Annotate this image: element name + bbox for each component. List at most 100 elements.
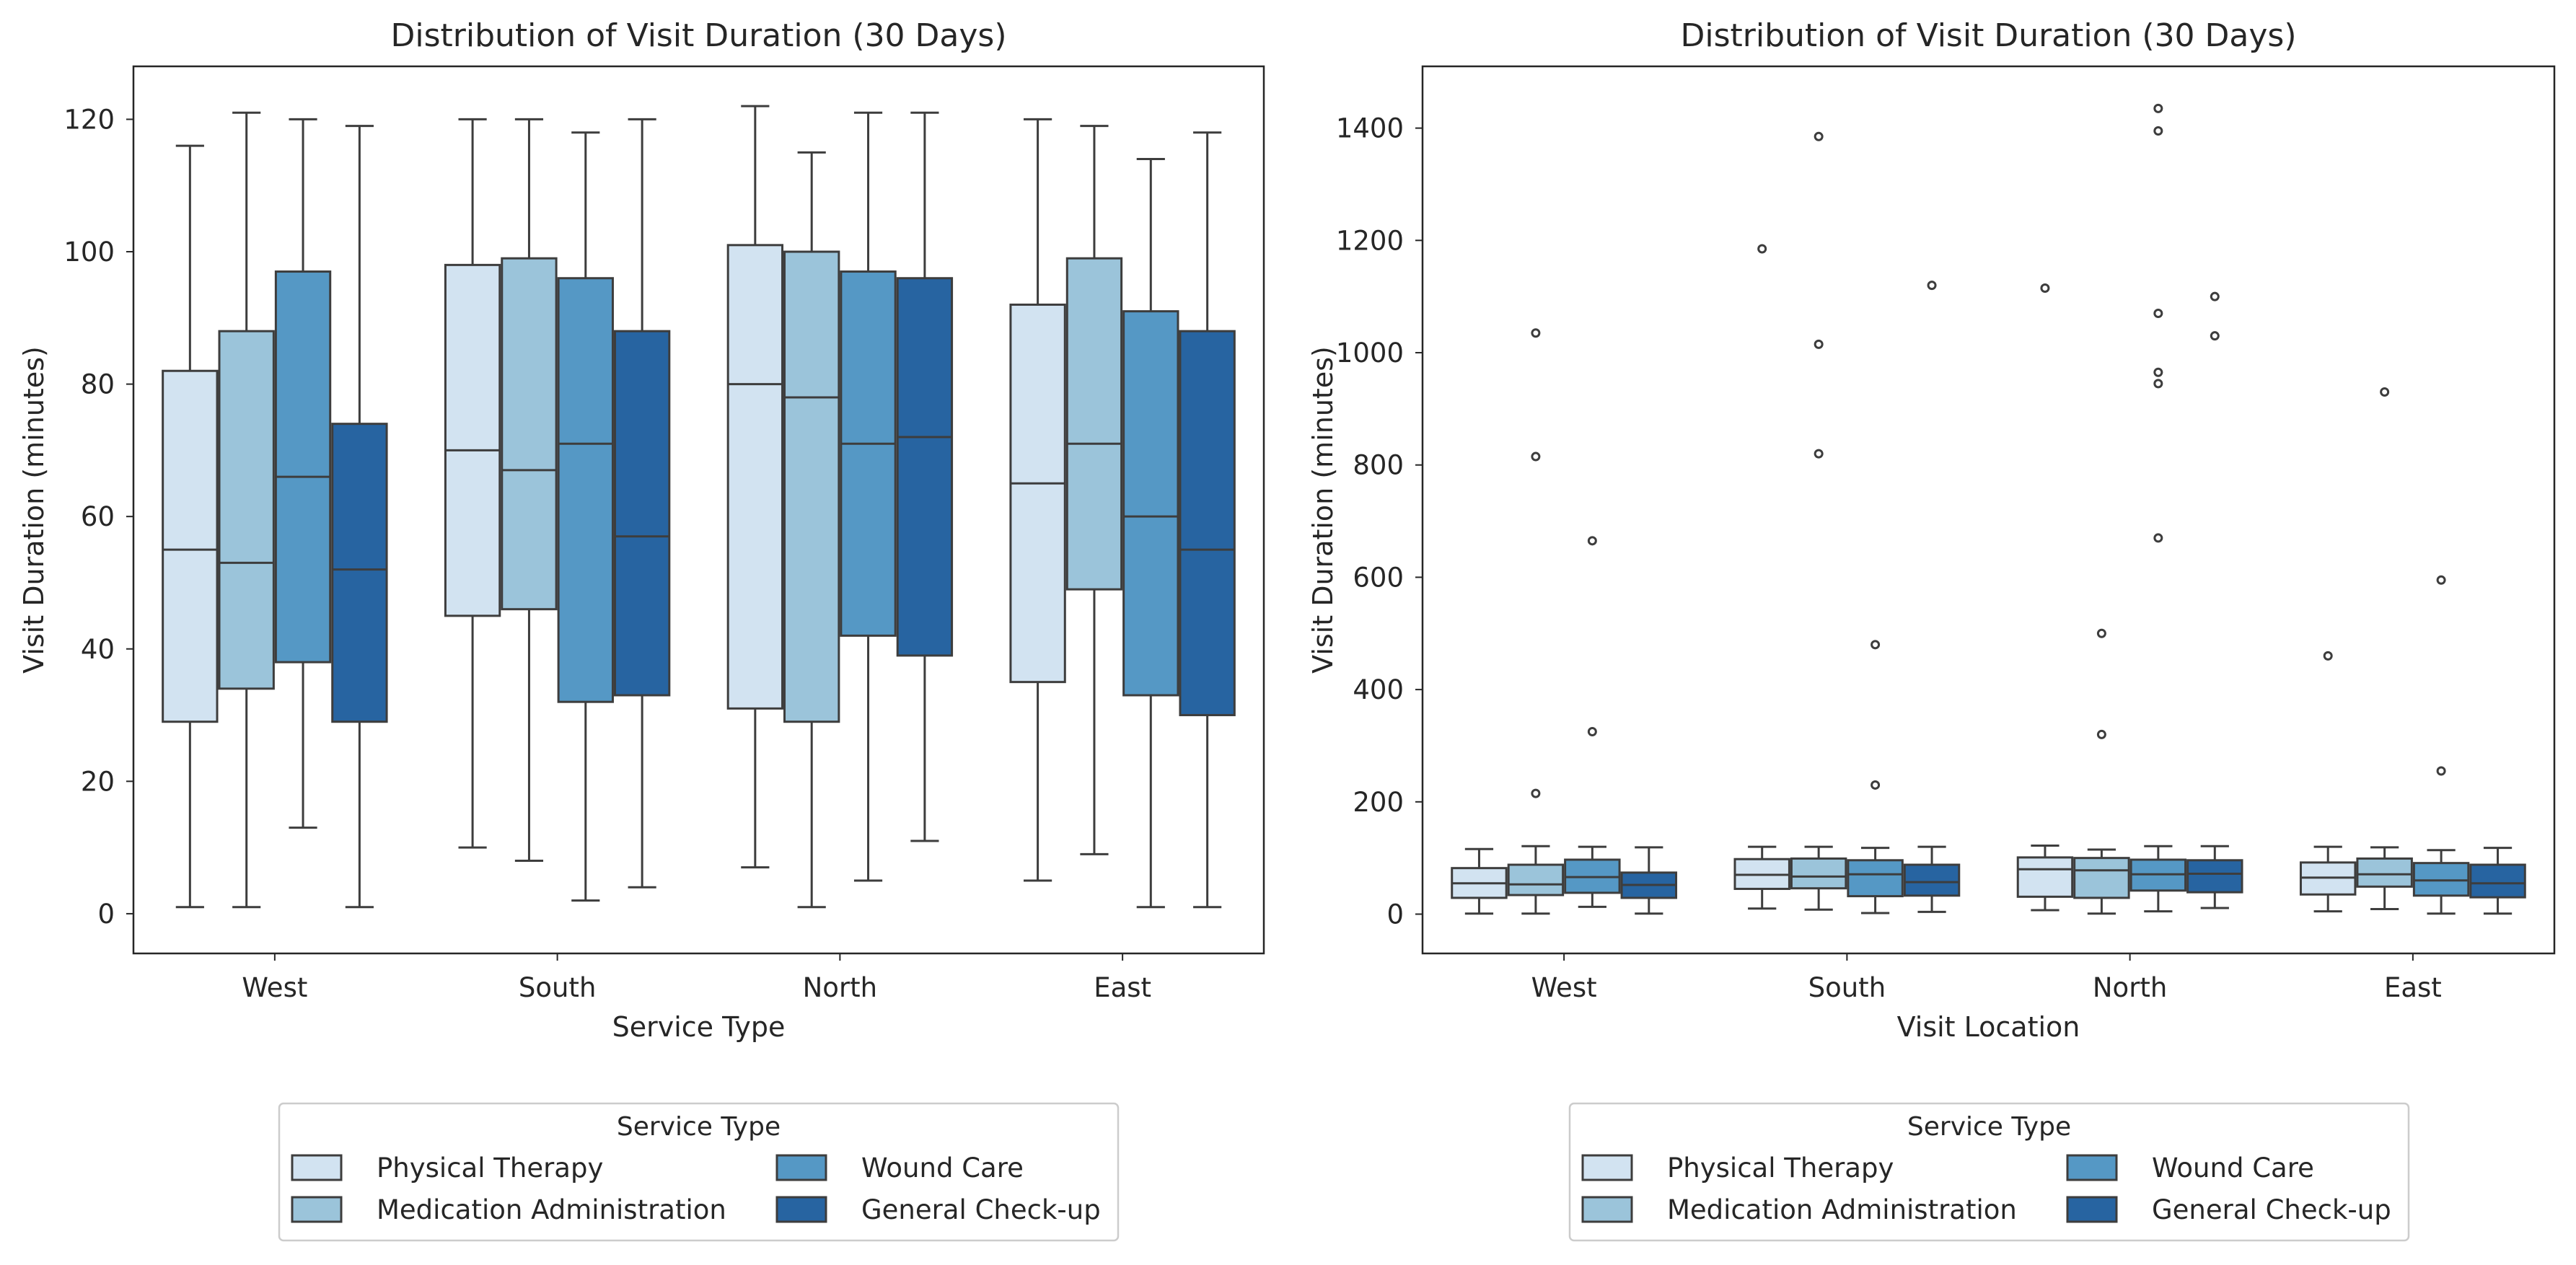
legend: Service Type Physical Therapy Medication A… (1568, 1102, 2410, 1242)
outlier-point (1814, 449, 1824, 459)
box-1-2 (1847, 640, 1904, 914)
legend-swatch (775, 1154, 827, 1181)
y-tick-label: 600 (1353, 562, 1404, 593)
y-tick-label: 0 (97, 899, 115, 930)
box-body (2186, 859, 2243, 894)
outlier-point (1587, 536, 1597, 546)
box-3-1 (2356, 387, 2413, 910)
y-tick-label: 1400 (1336, 113, 1404, 144)
y-tick-label: 60 (81, 501, 115, 532)
chart-title: Distribution of Visit Duration (30 Days) (1680, 17, 2296, 54)
box-0-0 (1451, 847, 1508, 915)
y-tick-label: 400 (1353, 674, 1404, 705)
box-1-2 (557, 131, 614, 902)
outlier-point (2040, 283, 2050, 293)
chart-panel-1: Distribution of Visit Duration (30 Days)… (18, 17, 1265, 1242)
axes-frame (132, 65, 1265, 955)
legend-label: Physical Therapy (377, 1152, 603, 1184)
outlier-point (2153, 379, 2163, 389)
legend: Service Type Physical Therapy Medication A… (278, 1102, 1120, 1242)
x-tick-label: North (2093, 972, 2167, 1003)
box-body (2016, 856, 2074, 898)
outlier-point (2096, 628, 2106, 638)
outlier-point (2436, 766, 2446, 776)
x-tick-label: East (2384, 972, 2442, 1003)
y-tick-label: 80 (81, 369, 115, 400)
y-tick-label: 800 (1353, 450, 1404, 481)
legend-swatch (1581, 1154, 1633, 1181)
y-tick-label: 20 (81, 766, 115, 797)
box-1-1 (1790, 131, 1847, 911)
box-3-0 (1009, 118, 1066, 882)
y-tick-label: 40 (81, 634, 115, 665)
y-tick-label: 0 (1386, 899, 1404, 930)
outlier-point (2436, 575, 2446, 585)
legend-label: Medication Administration (1667, 1194, 2017, 1225)
box-body (1179, 330, 1236, 717)
outlier-point (2153, 533, 2163, 543)
box-body (218, 330, 275, 690)
outlier-point (1814, 339, 1824, 349)
legend-label: Physical Therapy (1667, 1152, 1894, 1184)
box-0-3 (1620, 846, 1678, 915)
y-tick-label: 1200 (1336, 225, 1404, 256)
box-0-0 (162, 144, 219, 909)
box-body (444, 263, 501, 617)
outlier-point (1814, 131, 1824, 141)
legend-label: Medication Administration (377, 1194, 726, 1225)
x-tick-label: West (242, 972, 307, 1003)
y-tick-label: 100 (63, 237, 115, 268)
outlier-point (1871, 780, 1881, 790)
box-body (1507, 863, 1565, 896)
legend-swatch (775, 1196, 827, 1223)
box-body (274, 270, 332, 664)
legend-title: Service Type (1907, 1112, 2071, 1142)
box-body (1009, 303, 1066, 684)
box-body (2412, 862, 2470, 897)
box-0-3 (331, 125, 388, 909)
box-0-1 (1507, 328, 1565, 915)
outlier-point (1531, 788, 1541, 798)
y-axis-label: Visit Duration (minutes) (1307, 346, 1339, 674)
y-axis-label: Visit Duration (minutes) (18, 346, 50, 674)
legend-swatch (2066, 1154, 2118, 1181)
x-tick-label: West (1531, 972, 1597, 1003)
x-tick-label: South (519, 972, 597, 1003)
chart-title: Distribution of Visit Duration (30 Days) (390, 17, 1006, 54)
outlier-point (1757, 244, 1767, 254)
legend-label: General Check-up (861, 1194, 1101, 1225)
x-axis-label: Service Type (612, 1011, 786, 1043)
outlier-point (1927, 281, 1937, 291)
box-2-1 (783, 151, 840, 909)
outlier-point (2323, 651, 2333, 661)
x-tick-label: East (1094, 972, 1151, 1003)
box-body (1065, 257, 1123, 591)
box-3-2 (2412, 575, 2470, 915)
box-3-3 (1179, 131, 1236, 909)
box-2-1 (2073, 628, 2130, 915)
outlier-point (2096, 729, 2106, 739)
box-body (726, 244, 784, 710)
box-1-0 (1733, 244, 1790, 910)
box-2-2 (840, 111, 897, 882)
outlier-point (2210, 331, 2220, 341)
box-body (2469, 863, 2526, 899)
box-2-0 (2016, 283, 2074, 912)
legend-label: Wound Care (2152, 1152, 2314, 1184)
outlier-point (2153, 126, 2163, 136)
box-body (1122, 310, 1179, 697)
chart-panel-2: Distribution of Visit Duration (30 Days)… (1307, 17, 2556, 1242)
legend-label: General Check-up (2152, 1194, 2391, 1225)
x-axis-label: Visit Location (1897, 1011, 2080, 1043)
y-tick-label: 120 (63, 104, 115, 135)
box-body (896, 277, 954, 657)
box-3-2 (1122, 158, 1179, 909)
y-tick-label: 200 (1353, 787, 1404, 818)
outlier-point (2210, 291, 2220, 301)
outlier-point (1871, 640, 1881, 650)
legend-swatch (291, 1196, 343, 1223)
outlier-point (2153, 367, 2163, 377)
box-3-1 (1065, 125, 1123, 855)
legend-swatch (1581, 1196, 1633, 1223)
